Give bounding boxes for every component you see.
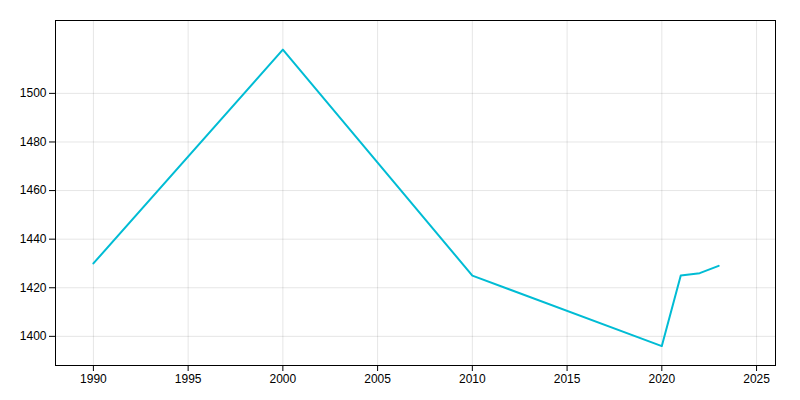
svg-text:1460: 1460 bbox=[20, 183, 47, 197]
svg-text:2005: 2005 bbox=[364, 372, 391, 386]
svg-text:1500: 1500 bbox=[20, 86, 47, 100]
svg-text:2015: 2015 bbox=[554, 372, 581, 386]
svg-text:2025: 2025 bbox=[743, 372, 770, 386]
svg-text:2000: 2000 bbox=[270, 372, 297, 386]
svg-text:1440: 1440 bbox=[20, 232, 47, 246]
svg-text:1480: 1480 bbox=[20, 135, 47, 149]
svg-text:2010: 2010 bbox=[459, 372, 486, 386]
svg-text:1990: 1990 bbox=[80, 372, 107, 386]
svg-text:1995: 1995 bbox=[175, 372, 202, 386]
svg-text:1400: 1400 bbox=[20, 329, 47, 343]
svg-text:2020: 2020 bbox=[648, 372, 675, 386]
svg-text:1420: 1420 bbox=[20, 281, 47, 295]
